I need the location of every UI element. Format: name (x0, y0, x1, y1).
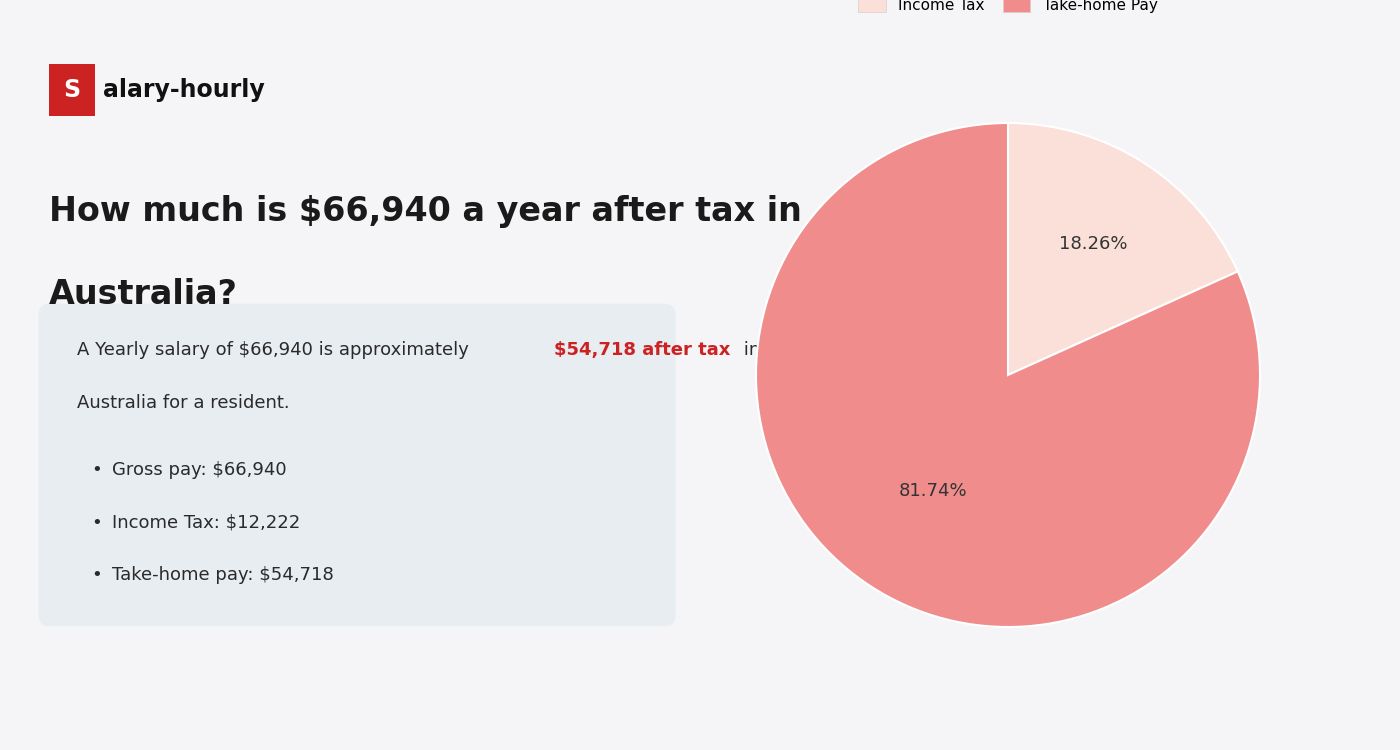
Text: S: S (63, 78, 80, 102)
Text: Take-home pay: $54,718: Take-home pay: $54,718 (112, 566, 333, 584)
Legend: Income Tax, Take-home Pay: Income Tax, Take-home Pay (853, 0, 1163, 20)
Text: A Yearly salary of $66,940 is approximately: A Yearly salary of $66,940 is approximat… (77, 341, 475, 359)
FancyBboxPatch shape (39, 304, 675, 626)
Text: Income Tax: $12,222: Income Tax: $12,222 (112, 514, 300, 532)
Text: •: • (91, 514, 102, 532)
Text: 18.26%: 18.26% (1058, 235, 1127, 253)
Text: •: • (91, 566, 102, 584)
Text: •: • (91, 461, 102, 479)
Text: in: in (738, 341, 760, 359)
Text: $54,718 after tax: $54,718 after tax (553, 341, 729, 359)
Text: How much is $66,940 a year after tax in: How much is $66,940 a year after tax in (49, 195, 802, 228)
Text: alary-hourly: alary-hourly (104, 78, 265, 102)
Text: Gross pay: $66,940: Gross pay: $66,940 (112, 461, 287, 479)
FancyBboxPatch shape (49, 64, 95, 116)
Text: 81.74%: 81.74% (899, 482, 967, 500)
Text: Australia for a resident.: Australia for a resident. (77, 394, 290, 412)
Wedge shape (1008, 123, 1238, 375)
Wedge shape (756, 123, 1260, 627)
Text: Australia?: Australia? (49, 278, 238, 310)
